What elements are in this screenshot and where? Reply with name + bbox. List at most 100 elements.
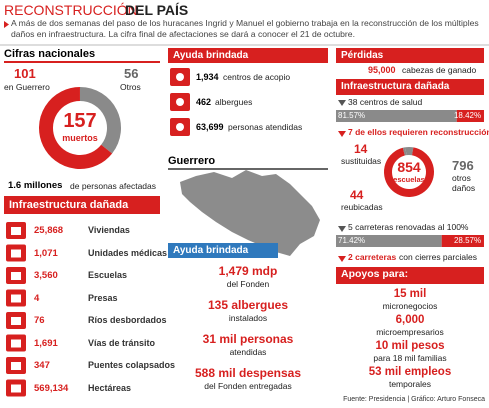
support-label: microempresarios — [376, 327, 444, 337]
infra-label: Ríos desbordados — [88, 315, 167, 325]
guerrero-label: en Guerrero — [4, 82, 50, 92]
percent-label: 28.57% — [453, 236, 482, 245]
icon-glyph — [11, 294, 21, 303]
infra-label: Viviendas — [88, 225, 130, 235]
roads-title: 5 carreteras renovadas al 100% — [348, 222, 469, 232]
aid-value: 1,934 — [196, 72, 219, 82]
support-value: 53 mil empleos — [368, 366, 452, 378]
affected-amount: 1.6 millones — [8, 180, 63, 191]
relocated-label: reubicadas — [341, 202, 383, 212]
other-label: otros daños — [452, 173, 476, 193]
substituted-label: sustituidas — [341, 156, 382, 166]
infra-label: Unidades médicas — [88, 247, 168, 258]
triangle — [338, 131, 346, 137]
guerrero-label: atendidas — [229, 347, 267, 357]
aid-label: centros de acopio — [223, 72, 291, 82]
section-bar: Ayuda brindada — [168, 48, 328, 63]
section-bar: Infraestructura dañada — [336, 79, 484, 95]
percent-bar — [441, 235, 484, 247]
icon-glyph — [11, 384, 21, 393]
triangle — [338, 226, 346, 232]
support-label: temporales — [388, 379, 432, 389]
icon-glyph — [11, 272, 21, 280]
infra-value: 1,071 — [34, 247, 58, 259]
section-bar: Pérdidas — [336, 48, 484, 63]
bullet — [4, 21, 9, 28]
infra-value: 1,691 — [34, 337, 58, 349]
health-title: 38 centros de salud — [348, 97, 423, 107]
guerrero-label: del Fonden entregadas — [204, 381, 292, 391]
infra-value: 25,868 — [34, 225, 64, 236]
support-value: 6,000 — [395, 314, 425, 326]
icon-glyph — [11, 227, 21, 235]
infra-label: Escuelas — [88, 270, 128, 280]
aid-value: 63,699 — [196, 122, 224, 132]
schools-total: 854 — [397, 159, 421, 175]
affected-text: de personas afectadas — [70, 181, 157, 191]
infra-label: Hectáreas — [88, 382, 132, 393]
livestock-value: 95,000 — [368, 65, 396, 75]
icon-glyph — [176, 73, 184, 81]
guerrero-value: 1,479 mdp — [218, 264, 278, 278]
guerrero-value: 31 mil personas — [202, 332, 294, 346]
donut-segment — [39, 87, 113, 169]
icon-glyph — [11, 317, 21, 325]
schools-label: escuelas — [393, 175, 425, 184]
aid-label: albergues — [215, 97, 253, 107]
livestock-label: cabezas de ganado — [402, 65, 477, 75]
donut-segment — [79, 87, 121, 154]
guerrero-value: 101 — [14, 66, 36, 81]
infra-value: 347 — [34, 360, 50, 371]
title-light: RECONSTRUCCIÓN — [4, 2, 138, 18]
support-label: para 18 mil familias — [373, 353, 447, 363]
percent-bar — [336, 235, 442, 247]
map-guerrero — [180, 170, 320, 256]
icon-glyph — [176, 123, 184, 131]
aid-label: personas atendidas — [228, 122, 303, 132]
roads-note: con cierres parciales — [399, 252, 477, 262]
guerrero-value: 588 mil despensas — [194, 366, 302, 380]
other-value: 796 — [452, 158, 474, 173]
health-note: 7 de ellos requieren reconstrucción — [348, 127, 489, 137]
relocated-value: 44 — [350, 188, 364, 202]
percent-label: 71.42% — [338, 236, 366, 245]
support-value: 10 mil pesos — [375, 340, 445, 352]
icon-glyph — [11, 249, 21, 258]
infra-value: 569,134 — [34, 382, 69, 394]
guerrero-value: 135 albergues — [207, 298, 289, 312]
support-label: micronegocios — [382, 301, 438, 311]
icon-glyph — [11, 339, 21, 348]
percent-bar — [336, 110, 457, 122]
infra-value: 3,560 — [34, 270, 58, 281]
school-ring — [384, 147, 434, 197]
infra-label: Puentes colapsados — [88, 360, 176, 370]
substituted-value: 14 — [354, 142, 368, 156]
icon-glyph — [176, 98, 184, 106]
guerrero-label: instalados — [228, 313, 268, 323]
percent-bar — [456, 110, 484, 122]
triangle — [338, 100, 346, 106]
guerrero-label: del Fonden — [226, 279, 270, 289]
section-bar: Infraestructura dañada — [4, 196, 160, 214]
infra-label: Vías de tránsito — [88, 337, 156, 348]
percent-label: 18.42% — [453, 111, 482, 120]
section-bar: Ayuda brindada — [168, 243, 278, 258]
section-bar: Apoyos para: — [336, 267, 484, 284]
icon-glyph — [11, 362, 21, 370]
infra-value: 76 — [34, 315, 45, 326]
roads-note-bold: 2 carreteras — [348, 252, 397, 262]
support-value: 15 mil — [393, 288, 427, 300]
total-value: 157 — [63, 110, 97, 132]
infra-label: Presas — [88, 292, 118, 303]
others-value: 56 — [124, 66, 139, 81]
triangle — [338, 256, 346, 262]
total-label: muertos — [62, 133, 98, 143]
infra-value: 4 — [34, 292, 40, 304]
section-title: Cifras nacionales — [4, 48, 96, 60]
section-title: Guerrero — [168, 155, 216, 167]
percent-label: 81.57% — [338, 111, 366, 120]
footer: Fuente: Presidencia | Gráfico: Arturo Fo… — [343, 396, 485, 403]
title-bold: DEL PAÍS — [125, 2, 189, 18]
